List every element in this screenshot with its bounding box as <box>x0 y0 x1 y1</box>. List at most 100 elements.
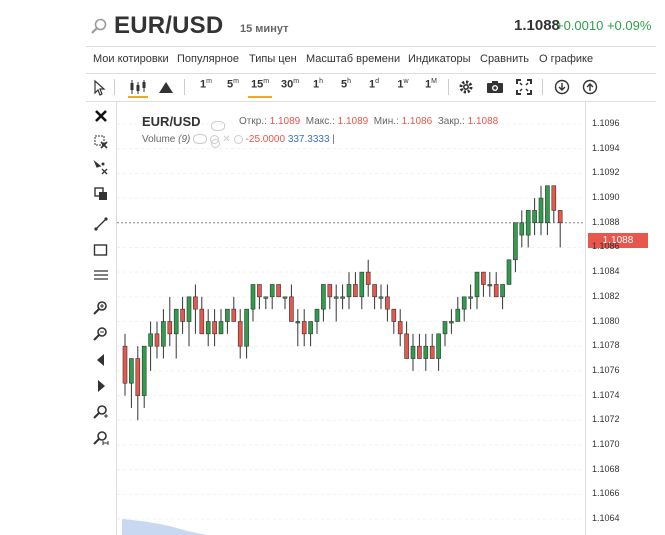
candle-body[interactable] <box>378 296 384 299</box>
menu-my-quotes[interactable]: Мои котировки <box>93 53 169 65</box>
camera-icon[interactable] <box>486 78 504 96</box>
candle-body[interactable] <box>551 185 557 211</box>
candle-body[interactable] <box>474 271 480 298</box>
candle-body[interactable] <box>493 284 499 298</box>
candle-body[interactable] <box>449 321 454 324</box>
interval-1h[interactable]: 1h <box>312 78 324 91</box>
candle-body[interactable] <box>353 284 358 298</box>
candle-body[interactable] <box>167 321 173 335</box>
rectangle-icon[interactable] <box>93 242 109 258</box>
upload-icon[interactable] <box>582 78 598 96</box>
candle-body[interactable] <box>417 345 422 359</box>
candle-body[interactable] <box>500 284 505 298</box>
candle-body[interactable] <box>180 308 185 322</box>
scroll-left-icon[interactable] <box>93 352 109 368</box>
candle-body[interactable] <box>129 358 134 384</box>
interval-1M[interactable]: 1M <box>425 78 437 91</box>
candle-body[interactable] <box>237 321 243 347</box>
candle-body[interactable] <box>455 308 461 322</box>
candle-body[interactable] <box>391 308 397 322</box>
candle-body[interactable] <box>193 296 198 310</box>
candle-body[interactable] <box>429 345 435 359</box>
candle-body[interactable] <box>225 308 230 322</box>
candle-body[interactable] <box>513 222 518 261</box>
interval-1m[interactable]: 1m <box>200 78 212 91</box>
candle-body[interactable] <box>308 321 313 335</box>
candle-body[interactable] <box>289 296 294 322</box>
candle-body[interactable] <box>122 345 128 384</box>
close-icon[interactable]: ✕ <box>222 134 231 145</box>
candle-body[interactable] <box>410 345 416 359</box>
candle-body[interactable] <box>404 333 409 359</box>
candle-body[interactable] <box>141 345 147 396</box>
gear-icon[interactable] <box>233 134 243 144</box>
candle-body[interactable] <box>231 308 237 322</box>
candle-body[interactable] <box>436 333 441 359</box>
menu-indicators[interactable]: Индикаторы <box>408 53 471 65</box>
candle-body[interactable] <box>333 296 339 299</box>
candle-body[interactable] <box>205 321 211 335</box>
download-icon[interactable] <box>554 78 570 96</box>
candle-body[interactable] <box>154 333 160 347</box>
menu-popular[interactable]: Популярное <box>177 53 240 65</box>
candle-body[interactable] <box>199 308 205 335</box>
candle-body[interactable] <box>487 284 493 287</box>
gear-icon[interactable] <box>210 134 220 144</box>
interval-1d[interactable]: 1d <box>368 78 380 91</box>
zoom-in-icon[interactable] <box>93 300 109 316</box>
candle-body[interactable] <box>532 210 537 224</box>
scroll-right-icon[interactable] <box>93 378 109 394</box>
candle-body[interactable] <box>538 197 544 224</box>
interval-1w[interactable]: 1w <box>397 78 409 91</box>
candle-body[interactable] <box>276 284 281 298</box>
menu-price-types[interactable]: Типы цен <box>249 53 297 65</box>
candle-body[interactable] <box>263 296 269 299</box>
candle-body[interactable] <box>481 271 486 285</box>
copy-icon[interactable] <box>93 186 109 202</box>
candle-body[interactable] <box>372 284 377 298</box>
interval-15m[interactable]: 15m <box>248 78 272 98</box>
trend-line-icon[interactable] <box>93 216 109 232</box>
search-icon[interactable] <box>90 17 108 35</box>
candle-body[interactable] <box>423 345 429 359</box>
candle-body[interactable] <box>506 259 512 285</box>
fibonacci-icon[interactable] <box>93 268 109 284</box>
fullscreen-icon[interactable] <box>516 78 532 96</box>
candle-body[interactable] <box>314 308 320 322</box>
candle-body[interactable] <box>282 296 288 299</box>
candle-body[interactable] <box>244 308 249 347</box>
candlestick-type-icon[interactable] <box>128 78 148 98</box>
gear-icon[interactable] <box>458 78 474 96</box>
remove-drawings-icon[interactable] <box>93 134 109 150</box>
select-tool-icon[interactable] <box>93 160 109 176</box>
price-axis[interactable]: 1.1088 1.1096 1.1094 1.1092 1.1090 1.1088 1.1… <box>585 101 657 535</box>
candle-body[interactable] <box>359 271 365 298</box>
candle-body[interactable] <box>161 321 166 347</box>
zoom-reset-icon[interactable] <box>93 404 109 420</box>
candle-body[interactable] <box>468 296 473 299</box>
price-chart[interactable] <box>117 101 584 535</box>
candle-body[interactable] <box>173 308 179 335</box>
candle-body[interactable] <box>346 284 352 298</box>
candle-body[interactable] <box>321 284 326 310</box>
candle-body[interactable] <box>442 321 448 335</box>
candlestick-chart[interactable] <box>117 101 584 535</box>
candle-body[interactable] <box>385 296 390 310</box>
zoom-out-icon[interactable] <box>93 326 109 342</box>
candle-body[interactable] <box>148 333 153 347</box>
candle-body[interactable] <box>212 321 217 335</box>
eye-icon[interactable] <box>193 134 208 145</box>
candle-body[interactable] <box>557 210 563 224</box>
candle-body[interactable] <box>186 296 192 322</box>
mountain-chart-icon[interactable] <box>158 78 174 96</box>
candle-body[interactable] <box>327 284 333 298</box>
candle-body[interactable] <box>218 321 224 335</box>
candle-body[interactable] <box>269 284 275 298</box>
candle-body[interactable] <box>397 321 403 335</box>
interval-5h[interactable]: 5h <box>340 78 352 91</box>
candle-body[interactable] <box>250 284 256 310</box>
candle-body[interactable] <box>461 296 467 310</box>
menu-about-chart[interactable]: О графике <box>539 53 594 65</box>
interval-30m[interactable]: 30m <box>280 78 300 91</box>
candle-body[interactable] <box>340 296 345 299</box>
